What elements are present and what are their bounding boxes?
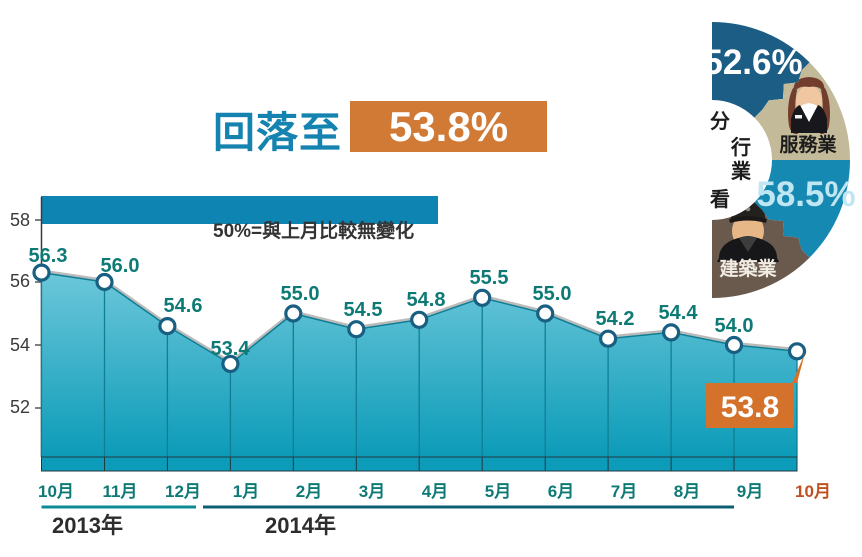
svg-text:服務業: 服務業 xyxy=(779,133,837,156)
svg-text:建築業: 建築業 xyxy=(719,257,777,280)
svg-text:58.5%: 58.5% xyxy=(756,175,855,214)
svg-text:52.6%: 52.6% xyxy=(703,43,802,82)
svg-text:看: 看 xyxy=(710,188,730,211)
svg-text:行: 行 xyxy=(730,135,751,159)
svg-text:業: 業 xyxy=(731,159,752,183)
svg-text:分: 分 xyxy=(710,110,730,133)
